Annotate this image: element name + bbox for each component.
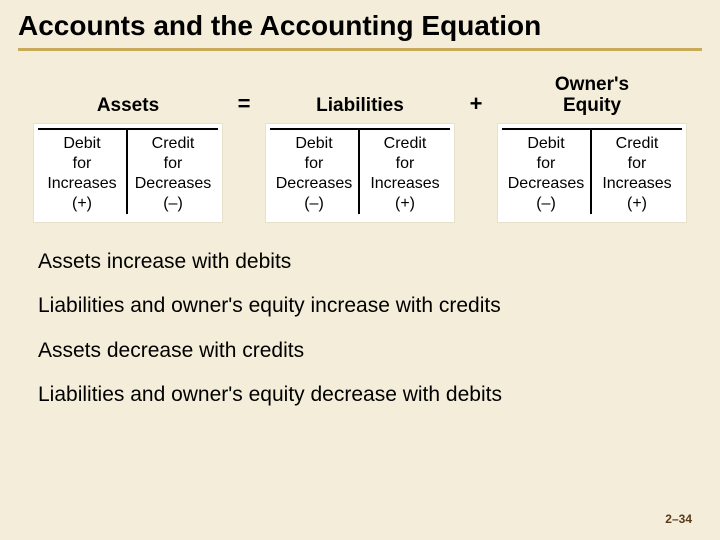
plus-operator: + xyxy=(465,69,487,123)
assets-debit-l3: Increases xyxy=(47,175,116,192)
liabilities-debit-l1: Debit xyxy=(295,135,332,152)
assets-header: Assets xyxy=(97,69,159,123)
liabilities-credit-l4: (+) xyxy=(395,195,415,212)
liabilities-debit-side: Debit for Decreases (–) xyxy=(270,130,360,214)
liabilities-header: Liabilities xyxy=(316,69,404,123)
note-line: Assets increase with debits xyxy=(38,249,702,275)
slide-title: Accounts and the Accounting Equation xyxy=(18,10,702,42)
equals-operator: = xyxy=(233,69,255,123)
equity-debit-l4: (–) xyxy=(536,195,556,212)
liabilities-credit-l2: for xyxy=(396,155,415,172)
assets-debit-side: Debit for Increases (+) xyxy=(38,130,128,214)
liabilities-t-account: Debit for Decreases (–) Credit for Incre… xyxy=(265,123,455,223)
liabilities-credit-side: Credit for Increases (+) xyxy=(360,130,450,214)
assets-column: Assets Debit for Increases (+) Credit fo… xyxy=(33,69,223,223)
equity-credit-l1: Credit xyxy=(616,135,659,152)
equity-credit-l2: for xyxy=(628,155,647,172)
page-number: 2–34 xyxy=(665,512,692,526)
title-rule xyxy=(18,48,702,51)
assets-debit-l2: for xyxy=(73,155,92,172)
equity-header: Owner'sEquity xyxy=(555,69,629,123)
assets-debit-l4: (+) xyxy=(72,195,92,212)
liabilities-credit-l3: Increases xyxy=(370,175,439,192)
equity-column: Owner'sEquity Debit for Decreases (–) Cr… xyxy=(497,69,687,223)
assets-credit-side: Credit for Decreases (–) xyxy=(128,130,218,214)
liabilities-debit-l3: Decreases xyxy=(276,175,352,192)
assets-t-account: Debit for Increases (+) Credit for Decre… xyxy=(33,123,223,223)
equity-debit-l1: Debit xyxy=(527,135,564,152)
accounting-equation: Assets Debit for Increases (+) Credit fo… xyxy=(18,69,702,223)
assets-credit-l4: (–) xyxy=(163,195,183,212)
equity-credit-side: Credit for Increases (+) xyxy=(592,130,682,214)
equity-credit-l4: (+) xyxy=(627,195,647,212)
liabilities-credit-l1: Credit xyxy=(384,135,427,152)
assets-credit-l2: for xyxy=(164,155,183,172)
assets-credit-l1: Credit xyxy=(152,135,195,152)
equity-debit-l2: for xyxy=(537,155,556,172)
equity-debit-l3: Decreases xyxy=(508,175,584,192)
liabilities-debit-l4: (–) xyxy=(304,195,324,212)
equity-t-account: Debit for Decreases (–) Credit for Incre… xyxy=(497,123,687,223)
note-line: Liabilities and owner's equity increase … xyxy=(38,293,702,319)
note-line: Assets decrease with credits xyxy=(38,338,702,364)
assets-credit-l3: Decreases xyxy=(135,175,211,192)
liabilities-column: Liabilities Debit for Decreases (–) Cred… xyxy=(265,69,455,223)
equity-debit-side: Debit for Decreases (–) xyxy=(502,130,592,214)
liabilities-debit-l2: for xyxy=(305,155,324,172)
note-line: Liabilities and owner's equity decrease … xyxy=(38,382,702,408)
assets-debit-l1: Debit xyxy=(63,135,100,152)
notes-section: Assets increase with debits Liabilities … xyxy=(18,249,702,408)
equity-credit-l3: Increases xyxy=(602,175,671,192)
